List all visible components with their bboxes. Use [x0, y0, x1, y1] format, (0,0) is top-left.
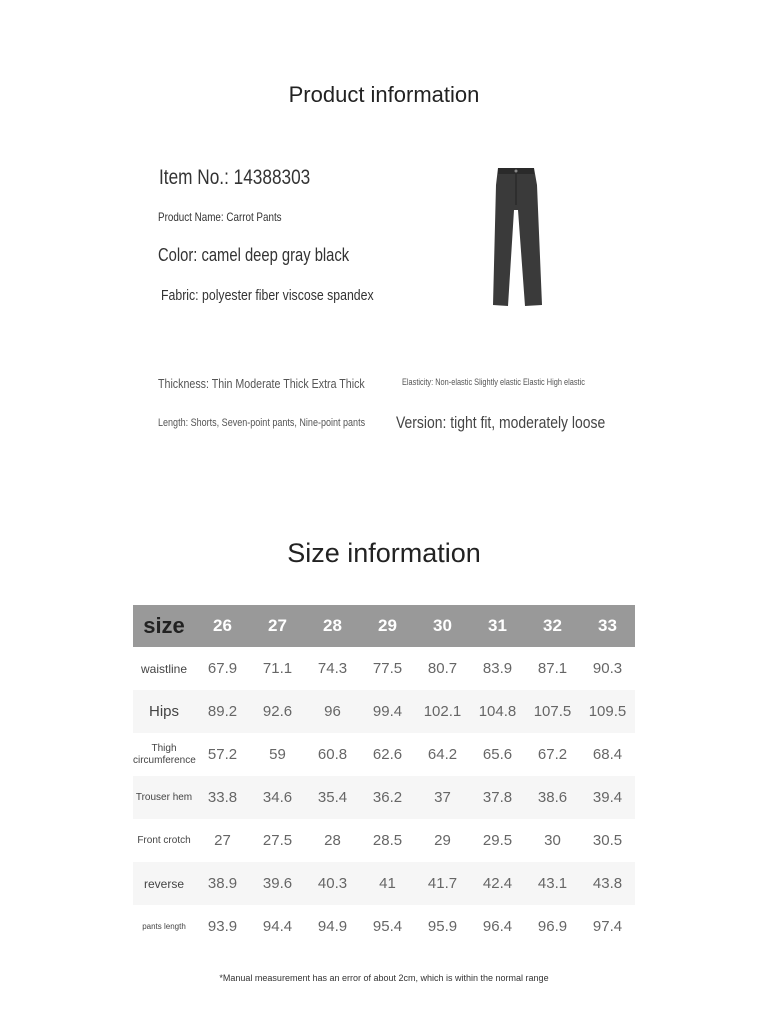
table-cell: 77.5	[372, 660, 403, 677]
row-label: Trouser hem	[135, 791, 193, 803]
product-elasticity: Elasticity: Non-elastic Slightly elastic…	[402, 377, 585, 387]
table-row: Front crotch 27 27.5 28 28.5 29 29.5 30 30.5	[133, 819, 635, 862]
row-label: Front crotch	[137, 834, 191, 846]
table-cell: 65.6	[482, 746, 513, 763]
size-header-cell: 28	[323, 616, 342, 635]
table-cell: 104.8	[478, 703, 517, 720]
size-header-label: size	[143, 613, 185, 638]
product-fabric: Fabric: polyester fiber viscose spandex	[161, 287, 374, 304]
table-cell: 83.9	[482, 660, 513, 677]
table-cell: 62.6	[372, 746, 403, 763]
table-cell: 37.8	[482, 789, 513, 806]
table-cell: 67.2	[537, 746, 568, 763]
pants-image	[493, 168, 542, 306]
table-cell: 90.3	[592, 660, 623, 677]
product-length: Length: Shorts, Seven-point pants, Nine-…	[158, 417, 366, 429]
item-number: Item No.: 14388303	[159, 166, 311, 189]
table-cell: 39.4	[592, 789, 623, 806]
table-cell: 37	[434, 789, 451, 806]
table-cell: 68.4	[592, 746, 623, 763]
table-cell: 71.1	[262, 660, 293, 677]
table-cell: 39.6	[262, 875, 293, 892]
measurement-note: *Manual measurement has an error of abou…	[219, 973, 549, 983]
table-cell: 96	[324, 703, 341, 720]
table-row: reverse 38.9 39.6 40.3 41 41.7 42.4 43.1 43.8	[133, 862, 635, 905]
table-cell: 41.7	[427, 875, 458, 892]
table-cell: 35.4	[317, 789, 348, 806]
size-header-cell: 31	[488, 616, 507, 635]
size-info-title: Size information	[287, 538, 481, 568]
table-cell: 36.2	[372, 789, 403, 806]
table-cell: 43.8	[592, 875, 623, 892]
table-cell: 64.2	[427, 746, 458, 763]
table-cell: 59	[269, 746, 286, 763]
table-row: waistline 67.9 71.1 74.3 77.5 80.7 83.9 87.1 90.…	[133, 647, 635, 690]
table-cell: 28.5	[372, 832, 403, 849]
row-label: pants length	[142, 921, 186, 931]
table-cell: 97.4	[592, 918, 623, 935]
product-version: Version: tight fit, moderately loose	[396, 413, 606, 432]
table-row: pants length 93.9 94.4 94.9 95.4 95.9 96.4 96.9…	[133, 905, 635, 948]
table-cell: 92.6	[262, 703, 293, 720]
table-cell: 95.9	[427, 918, 458, 935]
product-info-title: Product information	[288, 82, 480, 107]
table-cell: 107.5	[533, 703, 572, 720]
table-cell: 57.2	[207, 746, 238, 763]
table-cell: 27	[214, 832, 231, 849]
size-header-cell: 26	[213, 616, 232, 635]
table-cell: 41	[379, 875, 396, 892]
size-header-row: size 26 27 28 29 30 31 32 33	[133, 605, 635, 647]
table-cell: 30	[544, 832, 561, 849]
size-header-cell: 30	[433, 616, 452, 635]
size-header-cell: 33	[598, 616, 617, 635]
table-cell: 29	[434, 832, 451, 849]
table-cell: 96.9	[537, 918, 568, 935]
table-cell: 87.1	[537, 660, 568, 677]
table-cell: 28	[324, 832, 341, 849]
product-thickness: Thickness: Thin Moderate Thick Extra Thi…	[158, 376, 365, 391]
table-cell: 30.5	[592, 832, 623, 849]
row-label: waistline	[140, 661, 188, 676]
table-cell: 29.5	[482, 832, 513, 849]
table-cell: 74.3	[317, 660, 348, 677]
table-cell: 96.4	[482, 918, 513, 935]
table-cell: 94.4	[262, 918, 293, 935]
table-cell: 89.2	[207, 703, 238, 720]
table-cell: 40.3	[317, 875, 348, 892]
table-row: Trouser hem 33.8 34.6 35.4 36.2 37 37.8 38.6 39.…	[133, 776, 635, 819]
table-row: Hips 89.2 92.6 96 99.4 102.1 104.8 107.5 109.5	[133, 690, 635, 733]
table-cell: 38.6	[537, 789, 568, 806]
row-label: reverse	[143, 876, 184, 891]
table-cell: 93.9	[207, 918, 238, 935]
table-cell: 33.8	[207, 789, 238, 806]
row-label: Thigh circumference	[133, 742, 196, 766]
table-cell: 34.6	[262, 789, 293, 806]
table-cell: 27.5	[262, 832, 293, 849]
table-cell: 102.1	[423, 703, 462, 720]
size-table: size 26 27 28 29 30 31 32 33 waistline 67.9 71.1 74…	[133, 605, 635, 948]
table-cell: 94.9	[317, 918, 348, 935]
size-header-cell: 32	[543, 616, 562, 635]
table-row: Thigh circumference 57.2 59 60.8 62.6 64.2 65.…	[133, 733, 635, 776]
table-cell: 42.4	[482, 875, 513, 892]
table-cell: 95.4	[372, 918, 403, 935]
table-cell: 60.8	[317, 746, 348, 763]
table-cell: 109.5	[588, 703, 627, 720]
product-name: Product Name: Carrot Pants	[158, 210, 282, 224]
table-cell: 67.9	[207, 660, 238, 677]
table-cell: 99.4	[372, 703, 403, 720]
table-cell: 80.7	[427, 660, 458, 677]
table-cell: 38.9	[207, 875, 238, 892]
row-label: Hips	[148, 702, 179, 720]
table-cell: 43.1	[537, 875, 568, 892]
size-header-cell: 29	[378, 616, 397, 635]
product-color: Color: camel deep gray black	[158, 245, 350, 265]
size-header-cell: 27	[268, 616, 287, 635]
